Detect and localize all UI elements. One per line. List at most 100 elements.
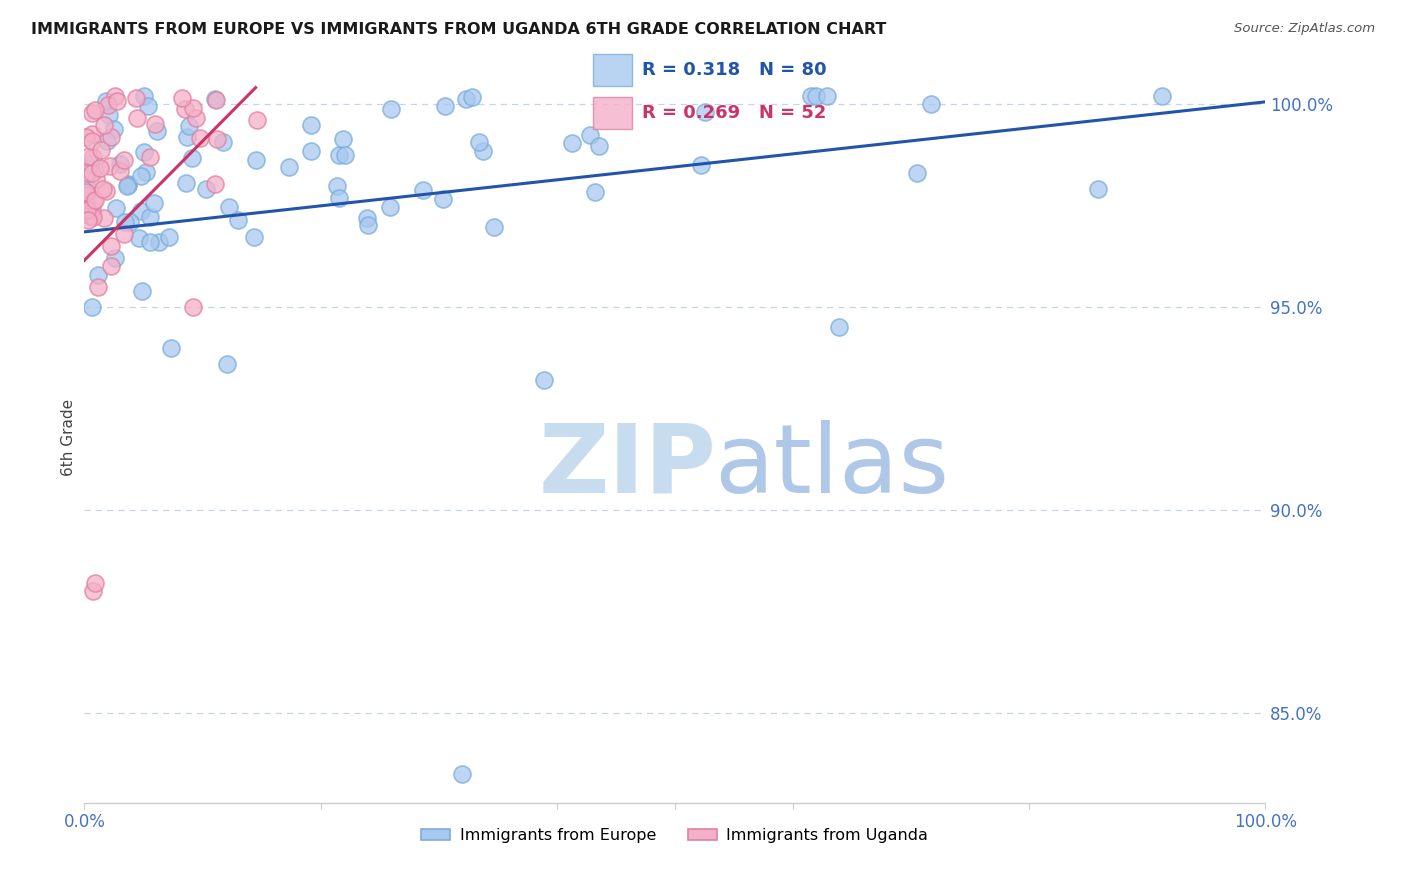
Point bbox=[100, 129, 122, 144]
Point bbox=[218, 201, 240, 215]
Text: R = 0.318   N = 80: R = 0.318 N = 80 bbox=[643, 61, 827, 78]
Point bbox=[226, 213, 249, 227]
Text: ZIP: ZIP bbox=[538, 420, 717, 513]
Point bbox=[194, 182, 217, 196]
Point bbox=[454, 92, 477, 106]
Point bbox=[181, 300, 204, 314]
Point bbox=[146, 124, 169, 138]
Point bbox=[177, 119, 200, 133]
Point bbox=[97, 98, 120, 112]
Point bbox=[693, 105, 716, 120]
Point bbox=[588, 139, 610, 153]
Point bbox=[84, 193, 107, 207]
Point bbox=[533, 373, 555, 387]
Text: IMMIGRANTS FROM EUROPE VS IMMIGRANTS FROM UGANDA 6TH GRADE CORRELATION CHART: IMMIGRANTS FROM EUROPE VS IMMIGRANTS FRO… bbox=[31, 22, 886, 37]
Point bbox=[173, 103, 195, 117]
Point bbox=[143, 196, 166, 211]
Point bbox=[75, 129, 97, 144]
Point bbox=[108, 164, 131, 178]
Point bbox=[93, 118, 115, 132]
Point bbox=[332, 131, 354, 145]
Point bbox=[94, 94, 117, 108]
Point bbox=[157, 229, 180, 244]
Point bbox=[76, 181, 98, 195]
Point bbox=[148, 235, 170, 250]
Point bbox=[412, 183, 434, 197]
Point bbox=[82, 210, 104, 224]
Point bbox=[1087, 182, 1109, 196]
Point bbox=[93, 211, 115, 225]
Point bbox=[80, 156, 103, 170]
Point bbox=[80, 209, 103, 223]
Point bbox=[132, 145, 155, 159]
Point bbox=[82, 165, 104, 179]
Point bbox=[125, 112, 148, 126]
Point bbox=[135, 165, 157, 179]
Point bbox=[76, 212, 98, 227]
Point bbox=[181, 101, 204, 115]
Point bbox=[467, 135, 489, 149]
Point bbox=[243, 229, 266, 244]
Text: atlas: atlas bbox=[714, 420, 949, 513]
Text: Source: ZipAtlas.com: Source: ZipAtlas.com bbox=[1234, 22, 1375, 36]
Point bbox=[905, 166, 928, 180]
Point bbox=[690, 159, 713, 173]
Point bbox=[82, 202, 104, 217]
Point bbox=[75, 185, 97, 199]
Point bbox=[583, 185, 606, 199]
Point bbox=[79, 209, 101, 223]
FancyBboxPatch shape bbox=[592, 97, 631, 129]
Point bbox=[105, 95, 128, 109]
Point bbox=[117, 178, 139, 193]
Point bbox=[186, 111, 208, 125]
Point bbox=[561, 136, 583, 150]
Point bbox=[211, 135, 233, 149]
Point bbox=[815, 88, 838, 103]
Point bbox=[108, 156, 131, 170]
Point bbox=[117, 178, 139, 192]
Point bbox=[356, 211, 378, 226]
Point bbox=[1152, 88, 1174, 103]
Point bbox=[87, 268, 110, 282]
Point bbox=[82, 150, 104, 164]
Legend: Immigrants from Europe, Immigrants from Uganda: Immigrants from Europe, Immigrants from … bbox=[415, 822, 935, 850]
Point bbox=[806, 88, 828, 103]
Point bbox=[333, 148, 356, 162]
Point bbox=[117, 177, 139, 191]
Point bbox=[160, 341, 183, 355]
Point bbox=[176, 129, 198, 144]
Point bbox=[104, 252, 127, 266]
Point bbox=[80, 300, 103, 314]
Point bbox=[472, 145, 495, 159]
Point bbox=[136, 99, 159, 113]
Point bbox=[94, 184, 117, 198]
Point bbox=[432, 192, 454, 206]
Point bbox=[125, 91, 148, 105]
Point bbox=[132, 88, 155, 103]
Point bbox=[328, 191, 350, 205]
Point bbox=[80, 106, 103, 120]
Point bbox=[96, 134, 118, 148]
Point bbox=[105, 201, 128, 215]
Point bbox=[920, 97, 942, 112]
Point bbox=[82, 195, 104, 210]
Point bbox=[129, 169, 152, 183]
Point bbox=[91, 182, 114, 196]
Point bbox=[143, 117, 166, 131]
Point bbox=[118, 215, 141, 229]
Point bbox=[139, 210, 162, 224]
Point bbox=[87, 279, 110, 293]
Point bbox=[217, 357, 239, 371]
Point bbox=[80, 127, 103, 141]
Point bbox=[461, 90, 484, 104]
Point bbox=[76, 166, 98, 180]
Point bbox=[180, 151, 202, 165]
Point bbox=[84, 576, 107, 591]
Point bbox=[207, 131, 229, 145]
Point bbox=[112, 153, 135, 167]
Point bbox=[98, 159, 121, 173]
Point bbox=[328, 148, 350, 162]
Point bbox=[204, 92, 226, 106]
Point bbox=[89, 161, 111, 176]
Point bbox=[128, 231, 150, 245]
